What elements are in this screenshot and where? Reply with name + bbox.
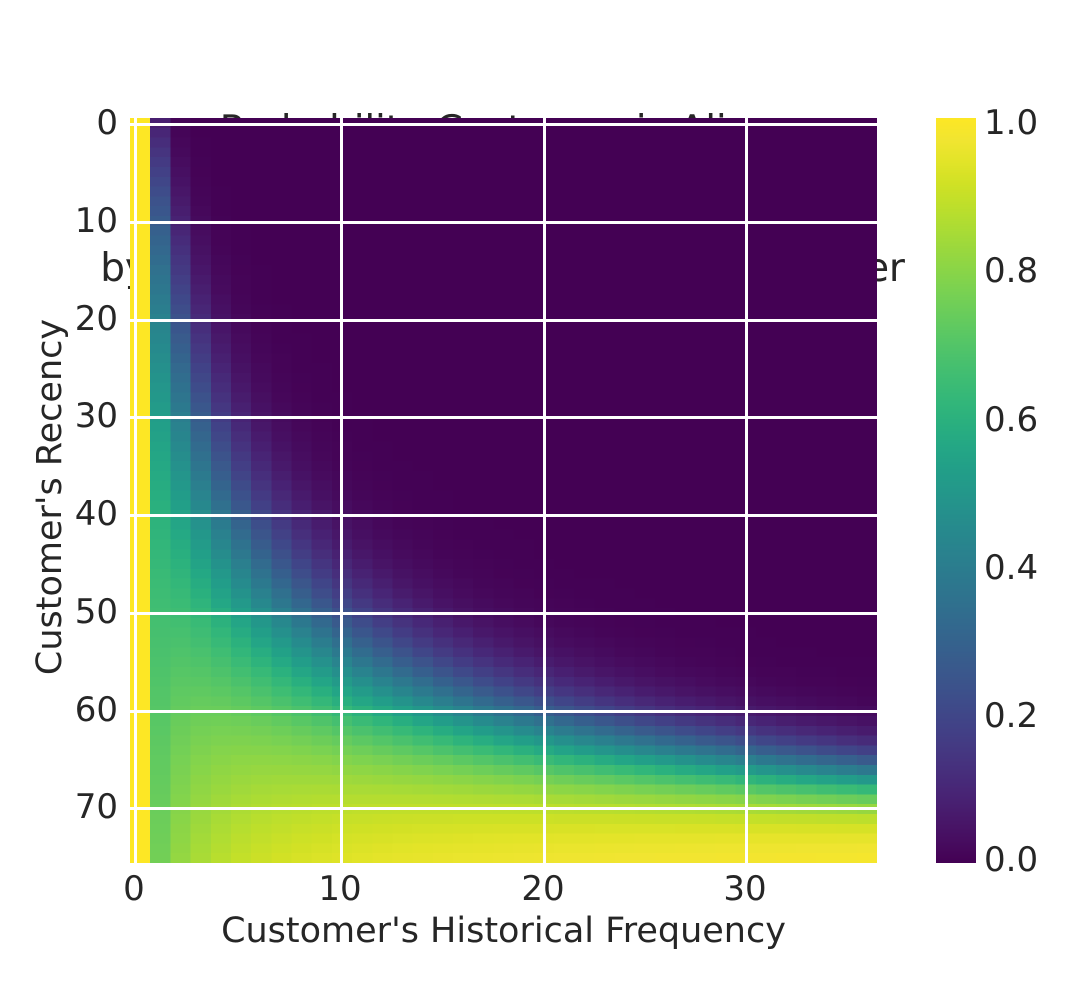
colorbar-tick-label-0-0: 0.0 [984, 840, 1039, 880]
x-tick-label-10: 10 [318, 869, 362, 909]
x-axis-ticks: 0 10 20 30 [0, 872, 1065, 916]
y-tick-label-70: 70 [74, 787, 118, 827]
colorbar-tick-label-1-0: 1.0 [984, 103, 1039, 143]
x-axis-label: Customer's Historical Frequency [221, 911, 786, 951]
colorbar-gradient [936, 118, 976, 863]
colorbar-tick-label-0-2: 0.2 [984, 696, 1039, 736]
colorbar [936, 118, 976, 863]
x-tick-label-20: 20 [521, 869, 565, 909]
y-tick-label-40: 40 [74, 494, 118, 534]
heatmap-canvas [130, 118, 877, 863]
colorbar-ticks: 1.0 0.8 0.6 0.4 0.2 0.0 [976, 106, 1065, 877]
y-tick-label-0: 0 [96, 103, 118, 143]
y-axis-label: Customer's Recency [30, 318, 70, 676]
y-tick-label-50: 50 [74, 592, 118, 632]
x-tick-label-0: 0 [123, 869, 145, 909]
y-axis-ticks: 0 10 20 30 40 50 60 70 [0, 0, 118, 983]
heatmap-plot-area [130, 118, 877, 863]
y-tick-label-10: 10 [74, 201, 118, 241]
colorbar-tick-label-0-6: 0.6 [984, 400, 1039, 440]
y-tick-label-20: 20 [74, 299, 118, 339]
colorbar-tick-label-0-4: 0.4 [984, 548, 1039, 588]
y-tick-label-60: 60 [74, 690, 118, 730]
y-tick-label-30: 30 [74, 396, 118, 436]
x-tick-label-30: 30 [723, 869, 767, 909]
colorbar-tick-label-0-8: 0.8 [984, 251, 1039, 291]
